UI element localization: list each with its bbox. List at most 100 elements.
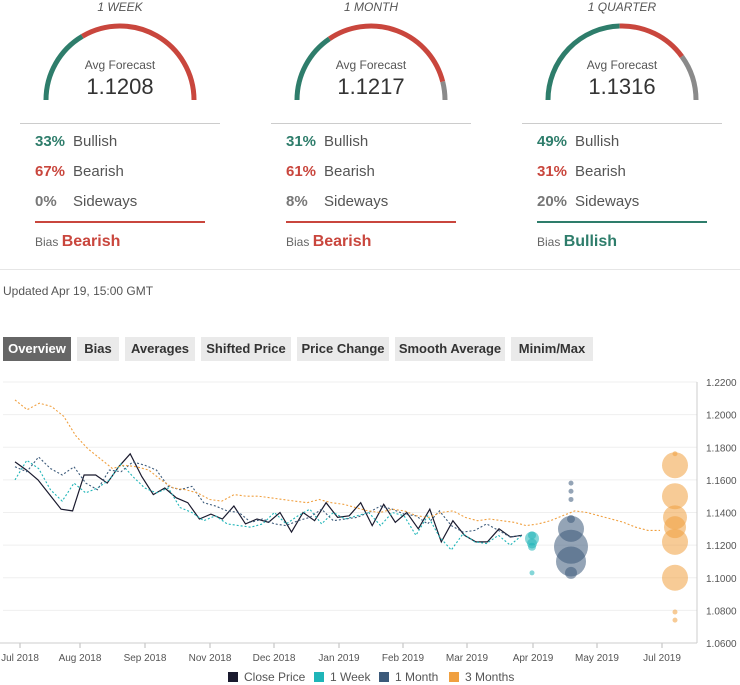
y-tick-label: 1.1200 <box>706 541 737 552</box>
gauge-arc-sideways <box>679 55 699 101</box>
y-tick-label: 1.1400 <box>706 509 737 520</box>
gauge-arc-bullish <box>294 36 331 101</box>
divider <box>271 123 471 124</box>
bubble-3-months[interactable] <box>672 617 678 623</box>
bias-label: Bias <box>537 235 561 249</box>
forecast-gauge <box>545 23 699 101</box>
gauge-arc-bearish <box>81 23 197 101</box>
bias-value: Bearish <box>312 233 372 250</box>
bullish-row: 33% Bullish <box>35 133 117 150</box>
x-tick-label: Feb 2019 <box>382 653 425 664</box>
legend-label: Close Price <box>244 670 306 684</box>
bullish-label: Bullish <box>575 133 620 150</box>
series-line-1-week <box>14 459 523 551</box>
sideways-pct: 20% <box>537 193 568 210</box>
sideways-row: 0% Sideways <box>35 193 137 210</box>
divider <box>522 123 722 124</box>
avg-forecast-label: Avg Forecast <box>586 58 658 72</box>
avg-forecast-label: Avg Forecast <box>84 58 156 72</box>
tab-shifted-price[interactable]: Shifted Price <box>201 337 291 361</box>
y-tick-label: 1.0800 <box>706 606 737 617</box>
sideways-row: 8% Sideways <box>286 193 388 210</box>
series-line-3-months <box>14 399 660 531</box>
forecast-chart: 1.2200 1.2000 1.1800 1.1600 1.1400 1.1200 1.10… <box>0 378 737 664</box>
gauge-arc-bearish <box>619 23 684 59</box>
bullish-label: Bullish <box>73 133 118 150</box>
bearish-row: 67% Bearish <box>35 163 124 180</box>
gauge-arc-bearish <box>328 23 446 83</box>
bubble-1-month[interactable] <box>568 480 574 486</box>
legend-item-1-week[interactable]: 1 Week <box>314 670 370 684</box>
bullish-pct: 33% <box>35 133 66 150</box>
avg-forecast-label: Avg Forecast <box>335 58 407 72</box>
gauge-arc-sideways <box>440 80 448 101</box>
bias-indicator: Bias Bearish <box>35 233 120 251</box>
bias-label: Bias <box>35 235 59 249</box>
gauge-arc-bullish <box>43 34 84 101</box>
legend-swatch <box>228 672 238 682</box>
bubble-3-months[interactable] <box>662 564 688 591</box>
legend-item-3-months[interactable]: 3 Months <box>449 670 514 684</box>
bias-indicator: Bias Bearish <box>286 233 371 251</box>
sideways-label: Sideways <box>575 193 640 210</box>
period-title: 1 MONTH <box>344 0 398 14</box>
tab-price-change[interactable]: Price Change <box>297 337 389 361</box>
series-line-1-month <box>14 456 523 538</box>
bubble-1-week[interactable] <box>529 570 535 576</box>
bearish-row: 61% Bearish <box>286 163 375 180</box>
bubble-1-month[interactable] <box>556 546 586 577</box>
bias-indicator: Bias Bullish <box>537 233 617 251</box>
tab-overview[interactable]: Overview <box>3 337 71 361</box>
bubble-3-months[interactable] <box>662 483 688 510</box>
legend-swatch <box>314 672 324 682</box>
x-tick-label: Jul 2018 <box>1 653 39 664</box>
legend-item-1-month[interactable]: 1 Month <box>379 670 438 684</box>
tab-bias[interactable]: Bias <box>77 337 119 361</box>
bullish-pct: 31% <box>286 133 317 150</box>
forecast-gauge <box>294 23 448 101</box>
sideways-label: Sideways <box>73 193 138 210</box>
x-tick-label: Jul 2019 <box>643 653 681 664</box>
bubble-3-months[interactable] <box>662 452 688 479</box>
bearish-pct: 31% <box>537 163 568 180</box>
bubble-3-months[interactable] <box>672 609 678 615</box>
series-line-close-price <box>14 452 523 544</box>
legend-label: 3 Months <box>465 670 515 684</box>
bubble-3-months[interactable] <box>662 528 688 555</box>
bubble-1-week[interactable] <box>528 542 536 551</box>
y-tick-label: 1.1000 <box>706 574 737 585</box>
x-tick-label: May 2019 <box>575 653 619 664</box>
x-tick-label: Apr 2019 <box>513 653 554 664</box>
bubble-1-month[interactable] <box>565 566 577 579</box>
bearish-label: Bearish <box>575 163 626 180</box>
avg-forecast-value: 1.1316 <box>588 74 656 99</box>
x-tick-label: Aug 2018 <box>59 653 102 664</box>
bias-underline <box>537 221 707 223</box>
x-tick-label: Mar 2019 <box>446 653 489 664</box>
sideways-pct: 0% <box>35 193 57 210</box>
sideways-row: 20% Sideways <box>537 193 639 210</box>
bubble-1-month[interactable] <box>568 496 574 502</box>
bubble-1-month[interactable] <box>568 488 574 494</box>
legend-item-close[interactable]: Close Price <box>228 670 305 684</box>
tab-averages[interactable]: Averages <box>125 337 195 361</box>
bullish-pct: 49% <box>537 133 568 150</box>
forecast-gauge <box>43 23 197 101</box>
x-tick-label: Dec 2018 <box>253 653 296 664</box>
bias-label: Bias <box>286 235 310 249</box>
x-tick-label: Jan 2019 <box>318 653 360 664</box>
bubble-1-week[interactable] <box>528 531 536 540</box>
period-title: 1 QUARTER <box>587 0 657 14</box>
x-tick-label: Nov 2018 <box>189 653 232 664</box>
updated-timestamp: Updated Apr 19, 15:00 GMT <box>3 284 154 298</box>
x-tick-label: Sep 2018 <box>124 653 167 664</box>
y-tick-label: 1.0600 <box>706 639 737 650</box>
tab-smooth-average[interactable]: Smooth Average <box>395 337 505 361</box>
y-tick-label: 1.1600 <box>706 476 737 487</box>
y-tick-label: 1.2200 <box>706 378 737 389</box>
tab-minim-max[interactable]: Minim/Max <box>511 337 593 361</box>
bearish-pct: 67% <box>35 163 66 180</box>
y-tick-label: 1.1800 <box>706 443 737 454</box>
legend-swatch <box>379 672 389 682</box>
avg-forecast-value: 1.1217 <box>337 74 405 99</box>
